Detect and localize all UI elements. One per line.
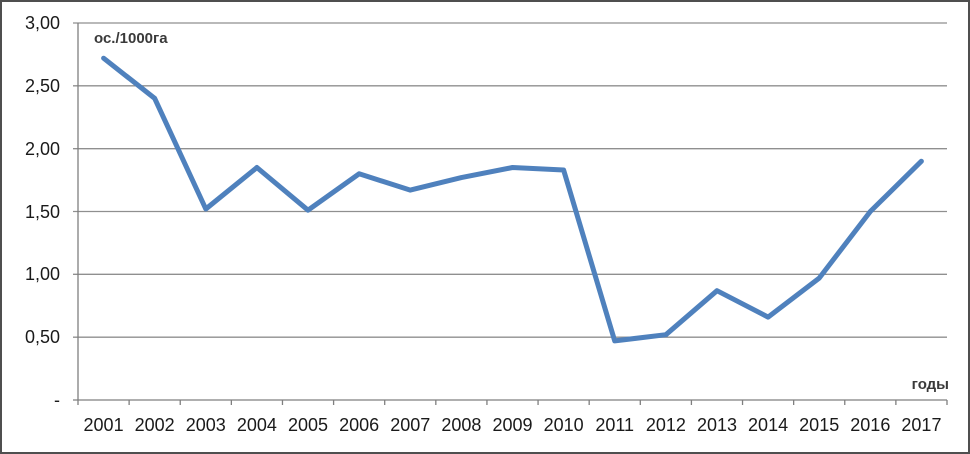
x-tick-label: 2011: [595, 415, 635, 435]
x-tick-label: 2014: [748, 415, 789, 435]
x-tick-label: 2004: [236, 415, 277, 435]
x-tick-label: 2012: [645, 415, 686, 435]
y-tick-label: 2,50: [24, 75, 60, 96]
y-tick-label: -: [54, 390, 60, 410]
x-tick-label: 2001: [83, 415, 124, 435]
x-tick-label: 2003: [185, 415, 226, 435]
y-tick-label: 3,00: [24, 13, 60, 33]
x-tick-label: 2015: [799, 415, 840, 435]
y-axis-unit-label: ос./1000га: [94, 30, 168, 47]
x-axis-unit-label: годы: [911, 376, 949, 393]
x-tick-label: 2007: [390, 415, 431, 435]
x-tick-label: 2002: [134, 415, 175, 435]
y-tick-label: 1,50: [24, 201, 60, 222]
x-tick-label: 2010: [543, 415, 584, 435]
x-tick-label: 2017: [901, 415, 942, 435]
y-tick-label: 1,00: [24, 264, 60, 285]
data-series-line: [101, 55, 924, 344]
x-tick-label: 2009: [492, 415, 533, 435]
x-tick-label: 2006: [339, 415, 380, 435]
x-tick-label: 2013: [696, 415, 737, 435]
x-tick-label: 2005: [288, 415, 329, 435]
x-tick-label: 2008: [441, 415, 482, 435]
y-tick-label: 0,50: [24, 327, 60, 348]
y-tick-label: 2,00: [24, 138, 60, 159]
x-tick-label: 2016: [850, 415, 891, 435]
